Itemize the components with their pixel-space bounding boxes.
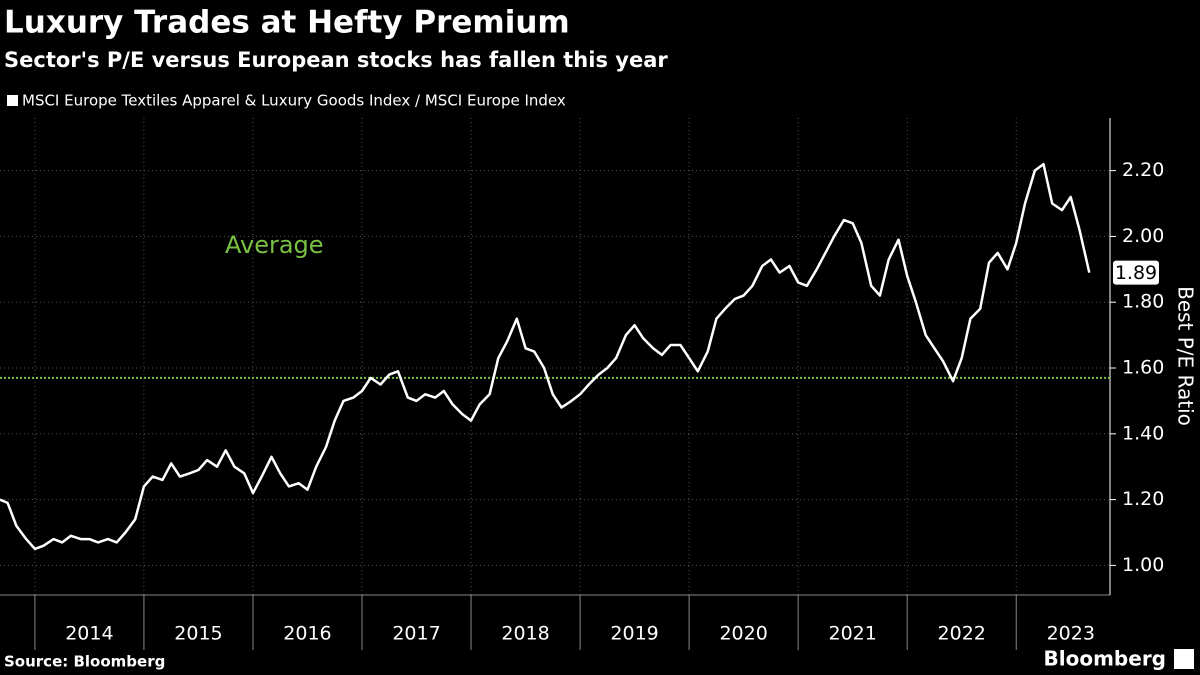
last-value-box <box>1113 260 1159 285</box>
x-tick-label: 2023 <box>1047 623 1095 645</box>
source: Source: Bloomberg <box>4 653 165 671</box>
x-tick-label: 2022 <box>938 623 986 645</box>
y-tick-label: 1.60 <box>1122 357 1164 379</box>
x-tick-label: 2019 <box>610 623 658 645</box>
y-tick-label: 2.20 <box>1122 159 1164 181</box>
y-tick-label: 1.80 <box>1122 291 1164 313</box>
chart-title: Luxury Trades at Hefty Premium <box>4 5 570 41</box>
y-tick-label: 1.40 <box>1122 422 1164 444</box>
x-tick-label: 2020 <box>719 623 767 645</box>
x-tick-label: 2018 <box>501 623 549 645</box>
x-tick-label: 2021 <box>828 623 876 645</box>
y-axis-title: Best P/E Ratio <box>1174 286 1198 426</box>
x-tick-label: 2016 <box>283 623 331 645</box>
brand-icon <box>1174 649 1194 669</box>
legend-label: MSCI Europe Textiles Apparel & Luxury Go… <box>22 92 566 110</box>
chart-subtitle: Sector's P/E versus European stocks has … <box>4 48 668 72</box>
average-label: Average <box>225 231 324 259</box>
y-tick-label: 1.20 <box>1122 488 1164 510</box>
brand: Bloomberg <box>1044 647 1166 671</box>
series-line <box>0 162 1091 551</box>
y-tick-label: 2.00 <box>1122 225 1164 247</box>
last-value-label: 1.89 <box>1115 262 1157 284</box>
x-tick-label: 2015 <box>174 623 222 645</box>
legend-swatch <box>7 95 18 106</box>
y-tick-label: 1.00 <box>1122 554 1164 576</box>
x-tick-label: 2017 <box>392 623 440 645</box>
x-tick-label: 2014 <box>65 623 113 645</box>
